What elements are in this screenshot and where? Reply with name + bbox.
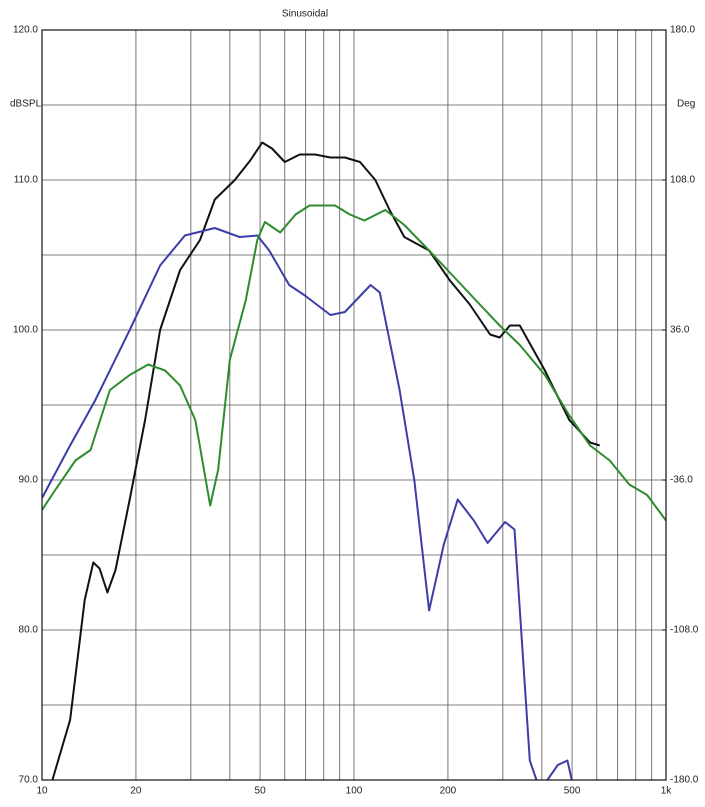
lines (42, 141, 666, 780)
y2-tick-label: 36.0 (670, 325, 690, 336)
grid (41, 29, 667, 781)
series-line (42, 227, 573, 780)
plot-frame (41, 29, 667, 781)
x-tick-label: 10 (36, 786, 48, 797)
y2-tick-label: -180.0 (670, 775, 699, 786)
y2-axis-label: Deg (677, 99, 695, 110)
x-tick-label: 100 (346, 786, 363, 797)
y-tick-label: 110.0 (14, 175, 39, 186)
x-tick-label: 50 (255, 786, 267, 797)
y-axis-label: dBSPL (10, 99, 42, 110)
x-tick-label: 200 (440, 786, 457, 797)
y-tick-label: 80.0 (19, 625, 39, 636)
y2-tick-label: 108.0 (670, 175, 695, 186)
y2-tick-label: -36.0 (670, 475, 693, 486)
chart-title: Sinusoidal (282, 9, 328, 20)
y-tick-label: 120.0 (13, 25, 38, 36)
y2-tick-label: -108.0 (670, 625, 699, 636)
series-line (51, 141, 600, 780)
x-tick-label: 500 (564, 786, 581, 797)
x-tick-label: 1k (661, 786, 673, 797)
y2-tick-label: 180.0 (670, 25, 695, 36)
y-tick-label: 90.0 (19, 475, 39, 486)
y-tick-label: 100.0 (13, 325, 38, 336)
y-tick-label: 70.0 (19, 775, 39, 786)
x-tick-label: 20 (130, 786, 142, 797)
series-line (42, 204, 666, 522)
